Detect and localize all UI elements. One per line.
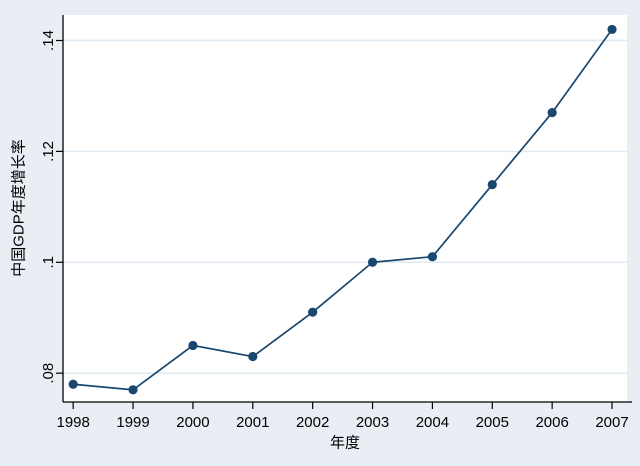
y-tick-label: .08 [40,363,57,384]
x-tick-label: 2000 [176,414,209,431]
data-point [68,379,78,389]
x-tick-label: 2001 [236,414,269,431]
y-axis-title: 中国GDP年度增长率 [10,139,28,277]
data-point [308,307,318,317]
x-tick-label: 1998 [56,414,89,431]
y-tick-label: .14 [40,30,57,51]
x-tick-label: 2006 [535,414,568,431]
data-point [188,340,198,351]
x-tick-label: 2004 [416,414,449,431]
data-point [487,180,497,190]
data-point [367,257,378,267]
x-tick-label: 2003 [356,414,389,431]
x-tick-label: 2002 [296,414,329,431]
x-tick-label: 2005 [476,414,509,431]
x-tick-label: 2007 [595,414,628,431]
data-point [427,252,438,262]
data-point [128,385,138,395]
data-point [547,107,557,118]
y-tick-label: .12 [40,141,57,162]
data-point [607,24,617,35]
data-series-line [73,28,613,391]
plot-area [63,15,627,402]
data-point [248,351,258,362]
x-axis-title: 年度 [329,434,361,452]
y-tick-label: .1 [40,256,57,269]
x-tick-label: 1999 [116,414,149,431]
